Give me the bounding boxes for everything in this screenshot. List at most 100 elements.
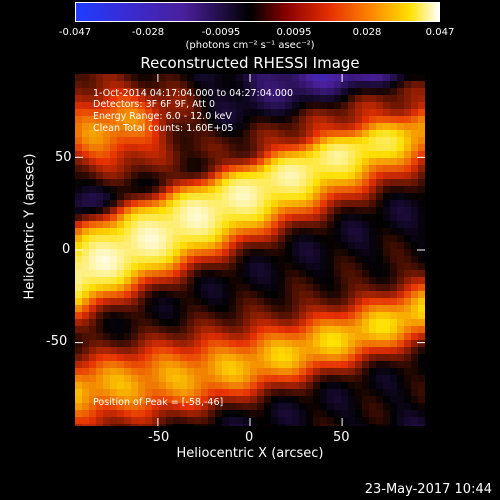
heatmap-cell [215,270,223,278]
heatmap-cell [124,130,132,138]
heatmap-cell [173,144,181,152]
heatmap-cell [159,88,167,96]
heatmap-cell [278,312,286,320]
heatmap-cell [103,249,111,257]
heatmap-cell [397,242,405,250]
heatmap-cell [404,172,412,180]
heatmap-cell [222,207,230,215]
heatmap-cell [418,235,425,243]
heatmap-cell [355,396,363,404]
heatmap-cell [110,375,118,383]
heatmap-cell [418,242,425,250]
heatmap-cell [187,354,195,362]
heatmap-cell [187,74,195,82]
heatmap-cell [285,123,293,131]
heatmap-cell [397,193,405,201]
heatmap-cell [348,375,356,383]
heatmap-cell [110,123,118,131]
heatmap-cell [278,88,286,96]
heatmap-cell [264,417,272,425]
heatmap-cell [229,375,237,383]
heatmap-cell [271,284,279,292]
heatmap-cell [334,298,342,306]
heatmap-cell [166,193,174,201]
heatmap-cell [334,137,342,145]
heatmap-cell [201,361,209,369]
heatmap-cell [341,347,349,355]
heatmap-cell [152,165,160,173]
heatmap-cell [327,319,335,327]
heatmap-cell [215,95,223,103]
heatmap-cell [383,214,391,222]
heatmap-cell [285,347,293,355]
heatmap-cell [313,88,321,96]
heatmap-cell [166,354,174,362]
heatmap-cell [131,151,139,159]
heatmap-cell [208,424,216,426]
heatmap-cell [82,263,90,271]
heatmap-cell [341,354,349,362]
heatmap-cell [334,263,342,271]
heatmap-cell [222,410,230,418]
heatmap-cell [194,81,202,89]
heatmap-cell [82,144,90,152]
heatmap-cell [208,207,216,215]
heatmap-cell [236,193,244,201]
heatmap-cell [131,165,139,173]
heatmap-cell [411,242,419,250]
heatmap-cell [201,144,209,152]
heatmap-cell [264,403,272,411]
heatmap-cell [299,151,307,159]
heatmap-cell [299,221,307,229]
heatmap-cell [180,144,188,152]
heatmap-cell [292,207,300,215]
heatmap-cell [418,291,425,299]
heatmap-cell [327,326,335,334]
heatmap-cell [369,102,377,110]
heatmap-cell [348,88,356,96]
heatmap-cell [341,382,349,390]
heatmap-cell [334,242,342,250]
heatmap-cell [229,102,237,110]
heatmap-cell [390,186,398,194]
heatmap-cell [75,298,83,306]
heatmap-cell [313,193,321,201]
heatmap-cell [306,319,314,327]
heatmap-cell [243,305,251,313]
heatmap-cell [201,347,209,355]
heatmap-cell [341,221,349,229]
heatmap-cell [194,249,202,257]
heatmap-cell [173,249,181,257]
heatmap-cell [278,193,286,201]
heatmap-cell [201,389,209,397]
heatmap-cell [194,312,202,320]
heatmap-cell [159,137,167,145]
heatmap-cell [376,221,384,229]
heatmap-cell [348,186,356,194]
heatmap-cell [138,137,146,145]
heatmap-cell [124,298,132,306]
heatmap-cell [201,228,209,236]
heatmap-cell [215,382,223,390]
heatmap-cell [313,424,321,426]
heatmap-cell [299,298,307,306]
heatmap-cell [369,389,377,397]
heatmap-cell [397,368,405,376]
heatmap-cell [306,200,314,208]
heatmap-cell [145,389,153,397]
heatmap-cell [208,235,216,243]
heatmap-cell [82,242,90,250]
heatmap-cell [362,165,370,173]
heatmap-cell [208,130,216,138]
heatmap-cell [173,130,181,138]
heatmap-cell [369,235,377,243]
heatmap-cell [124,375,132,383]
heatmap-cell [159,214,167,222]
heatmap-cell [222,186,230,194]
heatmap-cell [404,417,412,425]
heatmap-cell [75,417,83,425]
heatmap-cell [292,144,300,152]
heatmap-cell [355,340,363,348]
heatmap-cell [201,137,209,145]
heatmap-cell [285,88,293,96]
